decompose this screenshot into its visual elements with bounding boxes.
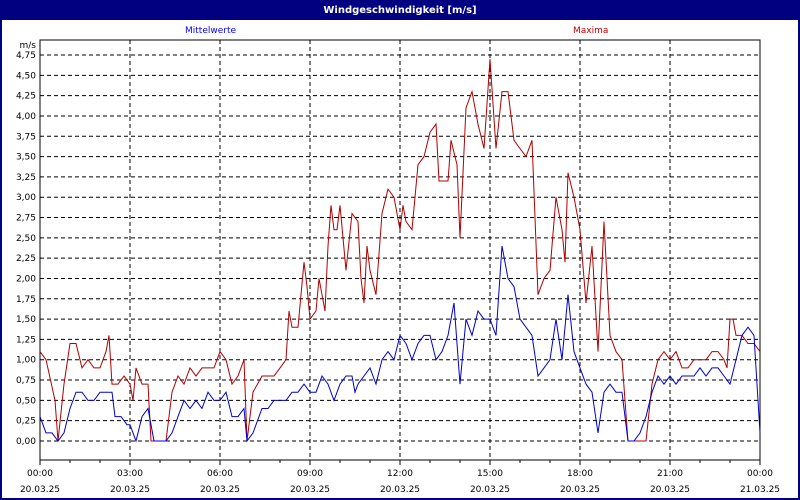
y-tick-label: 3,75 — [16, 132, 36, 142]
series-mittelwerte-line — [39, 245, 761, 443]
x-tick-date: 20.03.25 — [290, 485, 330, 495]
x-tick-time: 18:00 — [567, 469, 593, 479]
y-tick-label: 4,50 — [16, 71, 36, 81]
x-tick-time: 06:00 — [207, 469, 233, 479]
y-tick-label: 0,50 — [16, 396, 36, 406]
y-tick-label: 3,25 — [16, 173, 36, 183]
x-tick-date: 20.03.25 — [20, 485, 60, 495]
x-tick-time: 15:00 — [477, 469, 503, 479]
x-tick-date: 20.03.25 — [470, 485, 510, 495]
y-tick-label: 2,00 — [16, 274, 36, 284]
x-tick-date: 20.03.25 — [380, 485, 420, 495]
y-tick-label: 1,50 — [16, 315, 36, 325]
y-tick-label: 2,25 — [16, 254, 36, 264]
y-tick-label: 1,75 — [16, 295, 36, 305]
x-tick-time: 09:00 — [297, 469, 323, 479]
x-tick-time: 00:00 — [27, 469, 53, 479]
x-tick-date: 21.03.25 — [740, 485, 780, 495]
x-tick-time: 12:00 — [387, 469, 413, 479]
plot-area-border — [39, 39, 761, 461]
x-tick-date: 20.03.25 — [650, 485, 690, 495]
y-tick-label: 3,00 — [16, 193, 36, 203]
x-tick-time: 00:00 — [747, 469, 773, 479]
legend-max: Maxima — [573, 26, 609, 36]
y-tick-label: 0,75 — [16, 376, 36, 386]
x-tick-date: 20.03.25 — [200, 485, 240, 495]
y-tick-label: 4,75 — [16, 51, 36, 61]
legend-mean: Mittelwerte — [185, 26, 237, 36]
x-tick-time: 03:00 — [117, 469, 143, 479]
y-tick-label: 2,50 — [16, 234, 36, 244]
chart-title: Windgeschwindigkeit [m/s] — [2, 2, 798, 20]
y-tick-label: 4,00 — [16, 112, 36, 122]
x-tick-time: 21:00 — [657, 469, 683, 479]
y-tick-label: 4,25 — [16, 92, 36, 102]
y-axis-unit: m/s — [20, 41, 37, 51]
y-tick-label: 0,00 — [16, 437, 36, 447]
y-tick-label: 3,50 — [16, 153, 36, 163]
y-tick-label: 1,25 — [16, 335, 36, 345]
x-tick-date: 20.03.25 — [110, 485, 150, 495]
y-tick-label: 0,25 — [16, 417, 36, 427]
y-tick-label: 1,00 — [16, 356, 36, 366]
x-tick-date: 20.03.25 — [560, 485, 600, 495]
y-tick-label: 2,75 — [16, 214, 36, 224]
